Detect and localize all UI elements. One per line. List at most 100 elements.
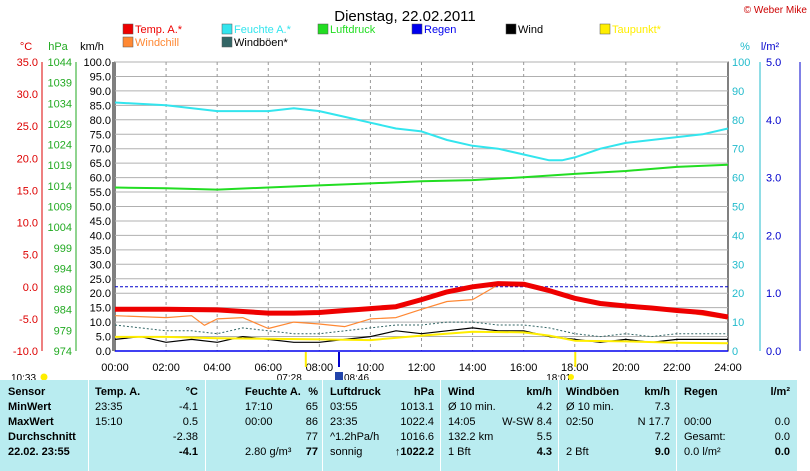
series-line-wind [114,327,728,343]
pressure-tick-label: 1029 [48,119,72,131]
table-cell: MinWert [8,401,52,413]
moon-marker-icon [335,372,344,380]
table-cell: 65 [305,401,318,413]
legend-swatch [411,23,423,35]
wind-tick-label: 95.0 [90,71,111,83]
humidity-tick-label: 10 [732,317,744,329]
x-tick-label: 24:00 [714,362,742,374]
legend-swatch [599,23,611,35]
wind-tick-label: 15.0 [90,303,111,315]
table-cell: 15:10 [95,416,123,428]
legend-swatch [122,23,134,35]
temp-tick-label: 0.0 [23,282,38,294]
pressure-tick-label: 1024 [48,140,72,152]
rain-tick-label: 2.0 [766,230,781,242]
rain-tick-label: 0.0 [766,346,781,358]
wind-tick-label: 80.0 [90,115,111,127]
wind-tick-label: 55.0 [90,187,111,199]
legend-swatch [221,23,233,35]
wind-tick-label: 85.0 [90,100,111,112]
x-tick-label: 16:00 [510,362,538,374]
table-cell: 1016.6 [400,431,434,443]
x-tick-label: 08:00 [306,362,334,374]
humidity-tick-label: 100 [732,57,750,69]
wind-tick-label: 30.0 [90,259,111,271]
weather-chart: Dienstag, 22.02.2011 © Weber Mike °C hPa km/… [11,5,808,380]
temp-tick-label: -10.0 [13,346,38,358]
table-cell: N 17.7 [637,416,670,428]
table-header-cell: Feuchte A. [245,386,301,398]
humidity-tick-label: 80 [732,115,744,127]
statistics-table: Sensor Temp. A. °C Feuchte A.% Luftdruck hPa W… [0,380,797,471]
table-cell: 17:10 [245,401,273,413]
sun-time-label: 18:01 [546,373,571,380]
x-tick-label: 02:00 [152,362,180,374]
x-tick-label: 22:00 [663,362,691,374]
pressure-tick-label: 979 [54,325,72,337]
pressure-tick-label: 994 [54,263,72,275]
x-tick-label: 12:00 [408,362,436,374]
legend-label: Windböen* [234,37,289,49]
pressure-tick-label: 1034 [48,98,72,110]
sun-marker [40,373,48,380]
table-cell: 2 Bft [566,446,589,458]
wind-tick-label: 100.0 [83,57,111,69]
x-tick-label: 00:00 [101,362,129,374]
table-cell: 23:35 [330,416,358,428]
table-cell: 86 [305,416,318,428]
table-cell: 14:05 [448,416,476,428]
pressure-tick-label: 989 [54,284,72,296]
temp-tick-label: 5.0 [23,250,38,262]
temp-tick-label: 15.0 [17,185,38,197]
pressure-tick-label: 1044 [48,57,72,69]
x-tick-label: 10:00 [357,362,385,374]
x-tick-label: 06:00 [254,362,282,374]
pressure-tick-label: 999 [54,243,72,255]
legend-swatch [122,36,134,48]
table-cell: 1022.4 [400,416,434,428]
series-line-taupunkt [115,330,729,345]
legend-label: Luftdruck [330,24,376,36]
sunset-marker [568,374,574,380]
table-cell: 02:50 [566,416,594,428]
table-cell: 7.2 [654,431,670,443]
table-column-divider [322,380,323,471]
wind-tick-label: 5.0 [96,332,111,344]
pressure-tick-label: 1039 [48,78,72,90]
table-cell: Ø 10 min. [448,401,496,413]
table-cell: Durchschnitt [8,431,76,443]
table-cell: 1013.1 [400,401,434,413]
rain-tick-label: 5.0 [766,57,781,69]
table-cell: 0.0 [774,416,790,428]
series-line-tempa [115,281,729,320]
humidity-tick-label: 40 [732,230,744,242]
humidity-tick-label: 0 [732,346,738,358]
table-cell: MaxWert [8,416,54,428]
legend-label: Feuchte A.* [234,24,292,36]
wind-tick-label: 70.0 [90,144,111,156]
legend-label: Windchill [135,37,179,49]
sun-time-label: 08:46 [344,373,369,380]
rain-tick-label: 1.0 [766,288,781,300]
wind-tick-label: 75.0 [90,129,111,141]
wind-tick-label: 65.0 [90,158,111,170]
table-cell: ^1.2hPa/h [330,431,380,443]
x-tick-label: 04:00 [203,362,231,374]
x-tick-label: 20:00 [612,362,640,374]
table-header-cell: Sensor [8,386,46,398]
humidity-axis-unit: % [740,41,750,53]
humidity-tick-label: 60 [732,173,744,185]
pressure-tick-label: 984 [54,305,72,317]
wind-tick-label: 10.0 [90,317,111,329]
table-cell: sonnig [330,446,363,458]
table-cell: 2.80 g/m³ [245,446,292,458]
table-cell: 132.2 km [448,431,494,443]
temp-tick-label: 35.0 [17,57,38,69]
wind-axis-unit: km/h [80,41,104,53]
credit-label: © Weber Mike [744,5,808,16]
pressure-tick-label: 974 [54,346,72,358]
table-cell: 03:55 [330,401,358,413]
temp-tick-label: -5.0 [19,314,38,326]
humidity-tick-label: 30 [732,259,744,271]
table-header-cell: Windböen [566,386,620,398]
